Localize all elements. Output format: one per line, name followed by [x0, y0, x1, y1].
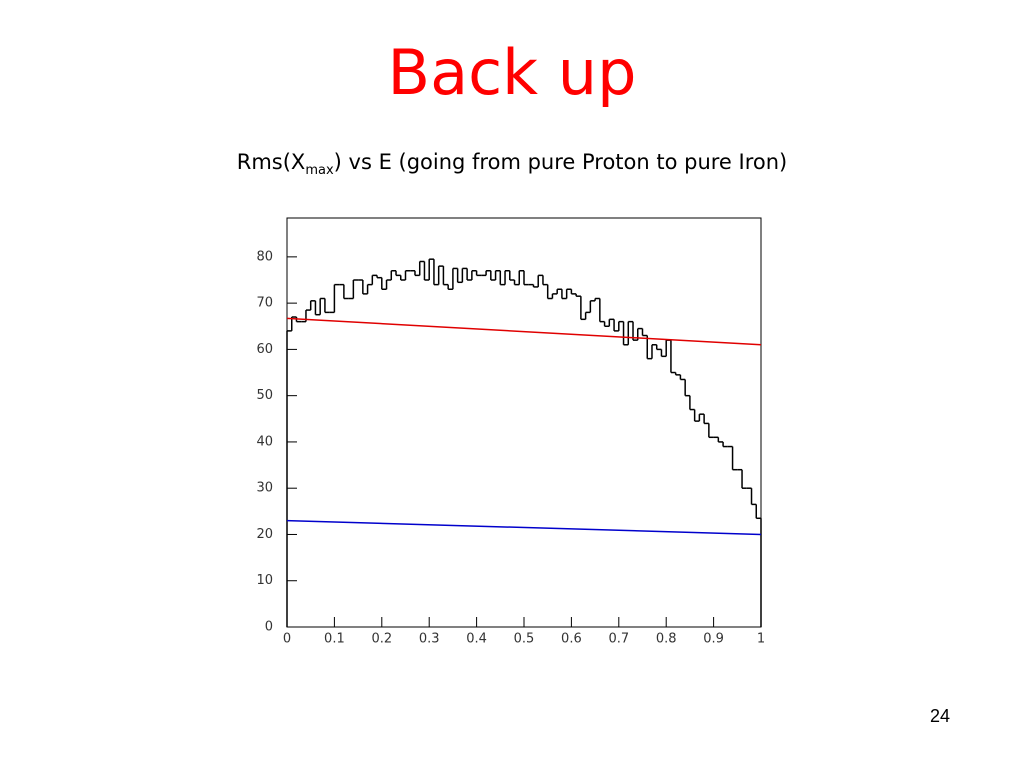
x-tick-label: 0.3: [419, 632, 440, 647]
y-tick-label: 40: [256, 434, 273, 449]
x-tick-label: 0: [283, 632, 291, 647]
x-tick-label: 1: [757, 632, 765, 647]
slide-title: Back up: [387, 36, 637, 109]
subtitle-text: Rms(X: [236, 150, 306, 174]
y-tick-label: 50: [256, 388, 273, 403]
x-tick-label: 0.1: [324, 632, 345, 647]
subtitle-subscript: max: [305, 163, 334, 179]
y-tick-label: 80: [256, 249, 273, 264]
y-tick-label: 70: [256, 296, 273, 311]
y-tick-label: 0: [265, 620, 273, 635]
y-tick-label: 10: [256, 573, 273, 588]
x-tick-label: 0.4: [466, 632, 487, 647]
x-tick-label: 0.8: [656, 632, 677, 647]
x-tick-label: 0.2: [371, 632, 392, 647]
fit-line: [286, 519, 762, 536]
subtitle: Rms(Xmax) vs E (going from pure Proton t…: [0, 150, 1024, 178]
page-number: 24: [930, 706, 951, 726]
x-tick-label: 0.9: [703, 632, 724, 647]
y-tick-label: 30: [256, 481, 273, 496]
fit-line: [286, 317, 762, 346]
x-tick-label: 0.5: [514, 632, 535, 647]
x-tick-label: 0.6: [561, 632, 582, 647]
y-tick-label: 60: [256, 342, 273, 357]
x-tick-label: 0.7: [608, 632, 629, 647]
subtitle-text: ) vs E (going from pure Proton to pure I…: [333, 150, 788, 174]
y-tick-label: 20: [256, 527, 273, 542]
